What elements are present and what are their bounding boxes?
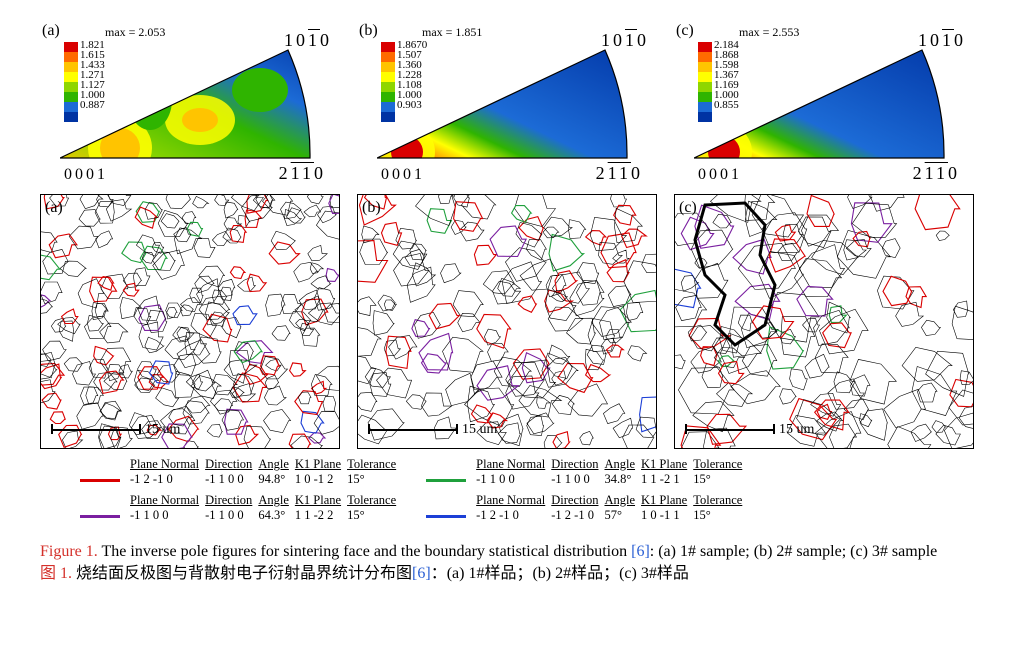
- figure-label-zh: 图 1.: [40, 565, 72, 582]
- scale-text: 15 um: [145, 422, 180, 438]
- caption-text-en: The inverse pole figures for sintering f…: [98, 543, 631, 560]
- grain-boundary-map: [41, 195, 339, 448]
- citation-en: [6]: [631, 543, 650, 560]
- miller-index-top: 1010: [601, 30, 649, 51]
- miller-index-left: 0001: [381, 166, 425, 184]
- color-swatch: [80, 479, 120, 482]
- scale-text: 15 um: [462, 422, 497, 438]
- twin-legend-keys: Plane Normal-1 2 -1 0 Direction-1 1 0 0 …: [40, 457, 974, 529]
- ebsd-panel: (b) 15 um: [357, 194, 657, 449]
- ebsd-panel: (c) 15 um: [674, 194, 974, 449]
- caption-tail-zh: ：(a) 1#样品；(b) 2#样品；(c) 3#样品: [431, 565, 689, 582]
- twin-legend-row: Plane Normal-1 2 -1 0 Direction-1 1 0 0 …: [80, 457, 396, 487]
- miller-index-right: 2110: [279, 163, 326, 184]
- panel-letter: (a): [42, 22, 60, 40]
- twin-legend-row: Plane Normal-1 2 -1 0 Direction-1 2 -1 0…: [426, 493, 742, 523]
- ipf-triangle: [694, 40, 964, 170]
- max-label: max = 1.851: [422, 25, 482, 40]
- caption-tail-en: : (a) 1# sample; (b) 2# sample; (c) 3# s…: [650, 543, 937, 560]
- miller-index-top: 1010: [284, 30, 332, 51]
- caption-text-zh: 烧结面反极图与背散射电子衍射晶界统计分布图: [72, 565, 412, 582]
- ipf-panel: (c) max = 2.553 2.1841.8681.5981.3671.16…: [674, 20, 974, 190]
- panel-letter: (c): [676, 22, 694, 40]
- figure-label-en: Figure 1.: [40, 543, 98, 560]
- miller-index-right: 2110: [596, 163, 643, 184]
- ebsd-row: (a) 15 um (b) 15 um (c) 15 um: [40, 194, 974, 449]
- citation-zh: [6]: [412, 565, 431, 582]
- ipf-panel: (b) max = 1.851 1.86701.5071.3601.2281.1…: [357, 20, 657, 190]
- panel-letter: (c): [679, 199, 697, 217]
- grain-boundary-map: [675, 195, 973, 448]
- max-label: max = 2.053: [105, 25, 165, 40]
- twin-legend-row: Plane Normal-1 1 0 0 Direction-1 1 0 0 A…: [426, 457, 742, 487]
- miller-index-right: 2110: [913, 163, 960, 184]
- color-swatch: [426, 479, 466, 482]
- color-swatch: [80, 515, 120, 518]
- grain-boundary-map: [358, 195, 656, 448]
- ebsd-panel: (a) 15 um: [40, 194, 340, 449]
- ipf-triangle: [60, 40, 330, 170]
- ipf-panel: (a) max = 2.053 1.8211.6151.4331.2711.12…: [40, 20, 340, 190]
- miller-index-left: 0001: [698, 166, 742, 184]
- ipf-row: (a) max = 2.053 1.8211.6151.4331.2711.12…: [40, 20, 974, 190]
- scale-bar: 15 um: [51, 422, 180, 438]
- panel-letter: (b): [362, 199, 381, 217]
- panel-letter: (a): [45, 199, 63, 217]
- twin-legend-row: Plane Normal-1 1 0 0 Direction-1 1 0 0 A…: [80, 493, 396, 523]
- miller-index-top: 1010: [918, 30, 966, 51]
- miller-index-left: 0001: [64, 166, 108, 184]
- ipf-triangle: [377, 40, 647, 170]
- scale-text: 15 um: [779, 422, 814, 438]
- scale-bar: 15 um: [685, 422, 814, 438]
- color-swatch: [426, 515, 466, 518]
- panel-letter: (b): [359, 22, 378, 40]
- figure-caption: Figure 1. The inverse pole figures for s…: [40, 541, 974, 586]
- scale-bar: 15 um: [368, 422, 497, 438]
- max-label: max = 2.553: [739, 25, 799, 40]
